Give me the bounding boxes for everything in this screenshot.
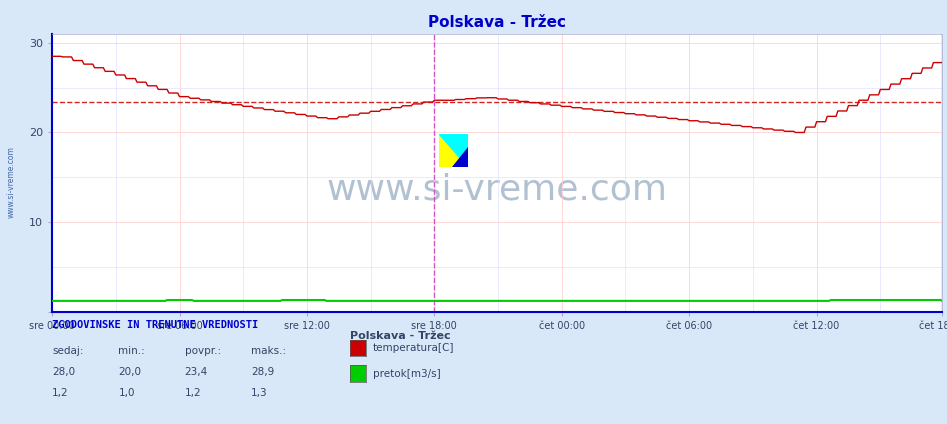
Text: ZGODOVINSKE IN TRENUTNE VREDNOSTI: ZGODOVINSKE IN TRENUTNE VREDNOSTI	[52, 320, 259, 330]
Polygon shape	[439, 134, 468, 167]
Text: temperatura[C]: temperatura[C]	[373, 343, 455, 353]
Text: www.si-vreme.com: www.si-vreme.com	[7, 146, 16, 218]
Text: maks.:: maks.:	[251, 346, 286, 356]
Text: 20,0: 20,0	[118, 367, 141, 377]
Text: 1,2: 1,2	[52, 388, 69, 398]
Text: 28,0: 28,0	[52, 367, 75, 377]
Text: 28,9: 28,9	[251, 367, 275, 377]
Text: 1,2: 1,2	[185, 388, 202, 398]
Text: Polskava - Tržec: Polskava - Tržec	[350, 331, 451, 341]
Text: povpr.:: povpr.:	[185, 346, 221, 356]
Text: 1,0: 1,0	[118, 388, 134, 398]
Text: 23,4: 23,4	[185, 367, 208, 377]
Text: sedaj:: sedaj:	[52, 346, 83, 356]
Polygon shape	[439, 134, 468, 167]
Text: min.:: min.:	[118, 346, 145, 356]
Text: 1,3: 1,3	[251, 388, 268, 398]
Text: pretok[m3/s]: pretok[m3/s]	[373, 368, 441, 379]
Polygon shape	[452, 147, 468, 167]
Text: www.si-vreme.com: www.si-vreme.com	[327, 173, 668, 206]
Title: Polskava - Tržec: Polskava - Tržec	[428, 15, 566, 30]
